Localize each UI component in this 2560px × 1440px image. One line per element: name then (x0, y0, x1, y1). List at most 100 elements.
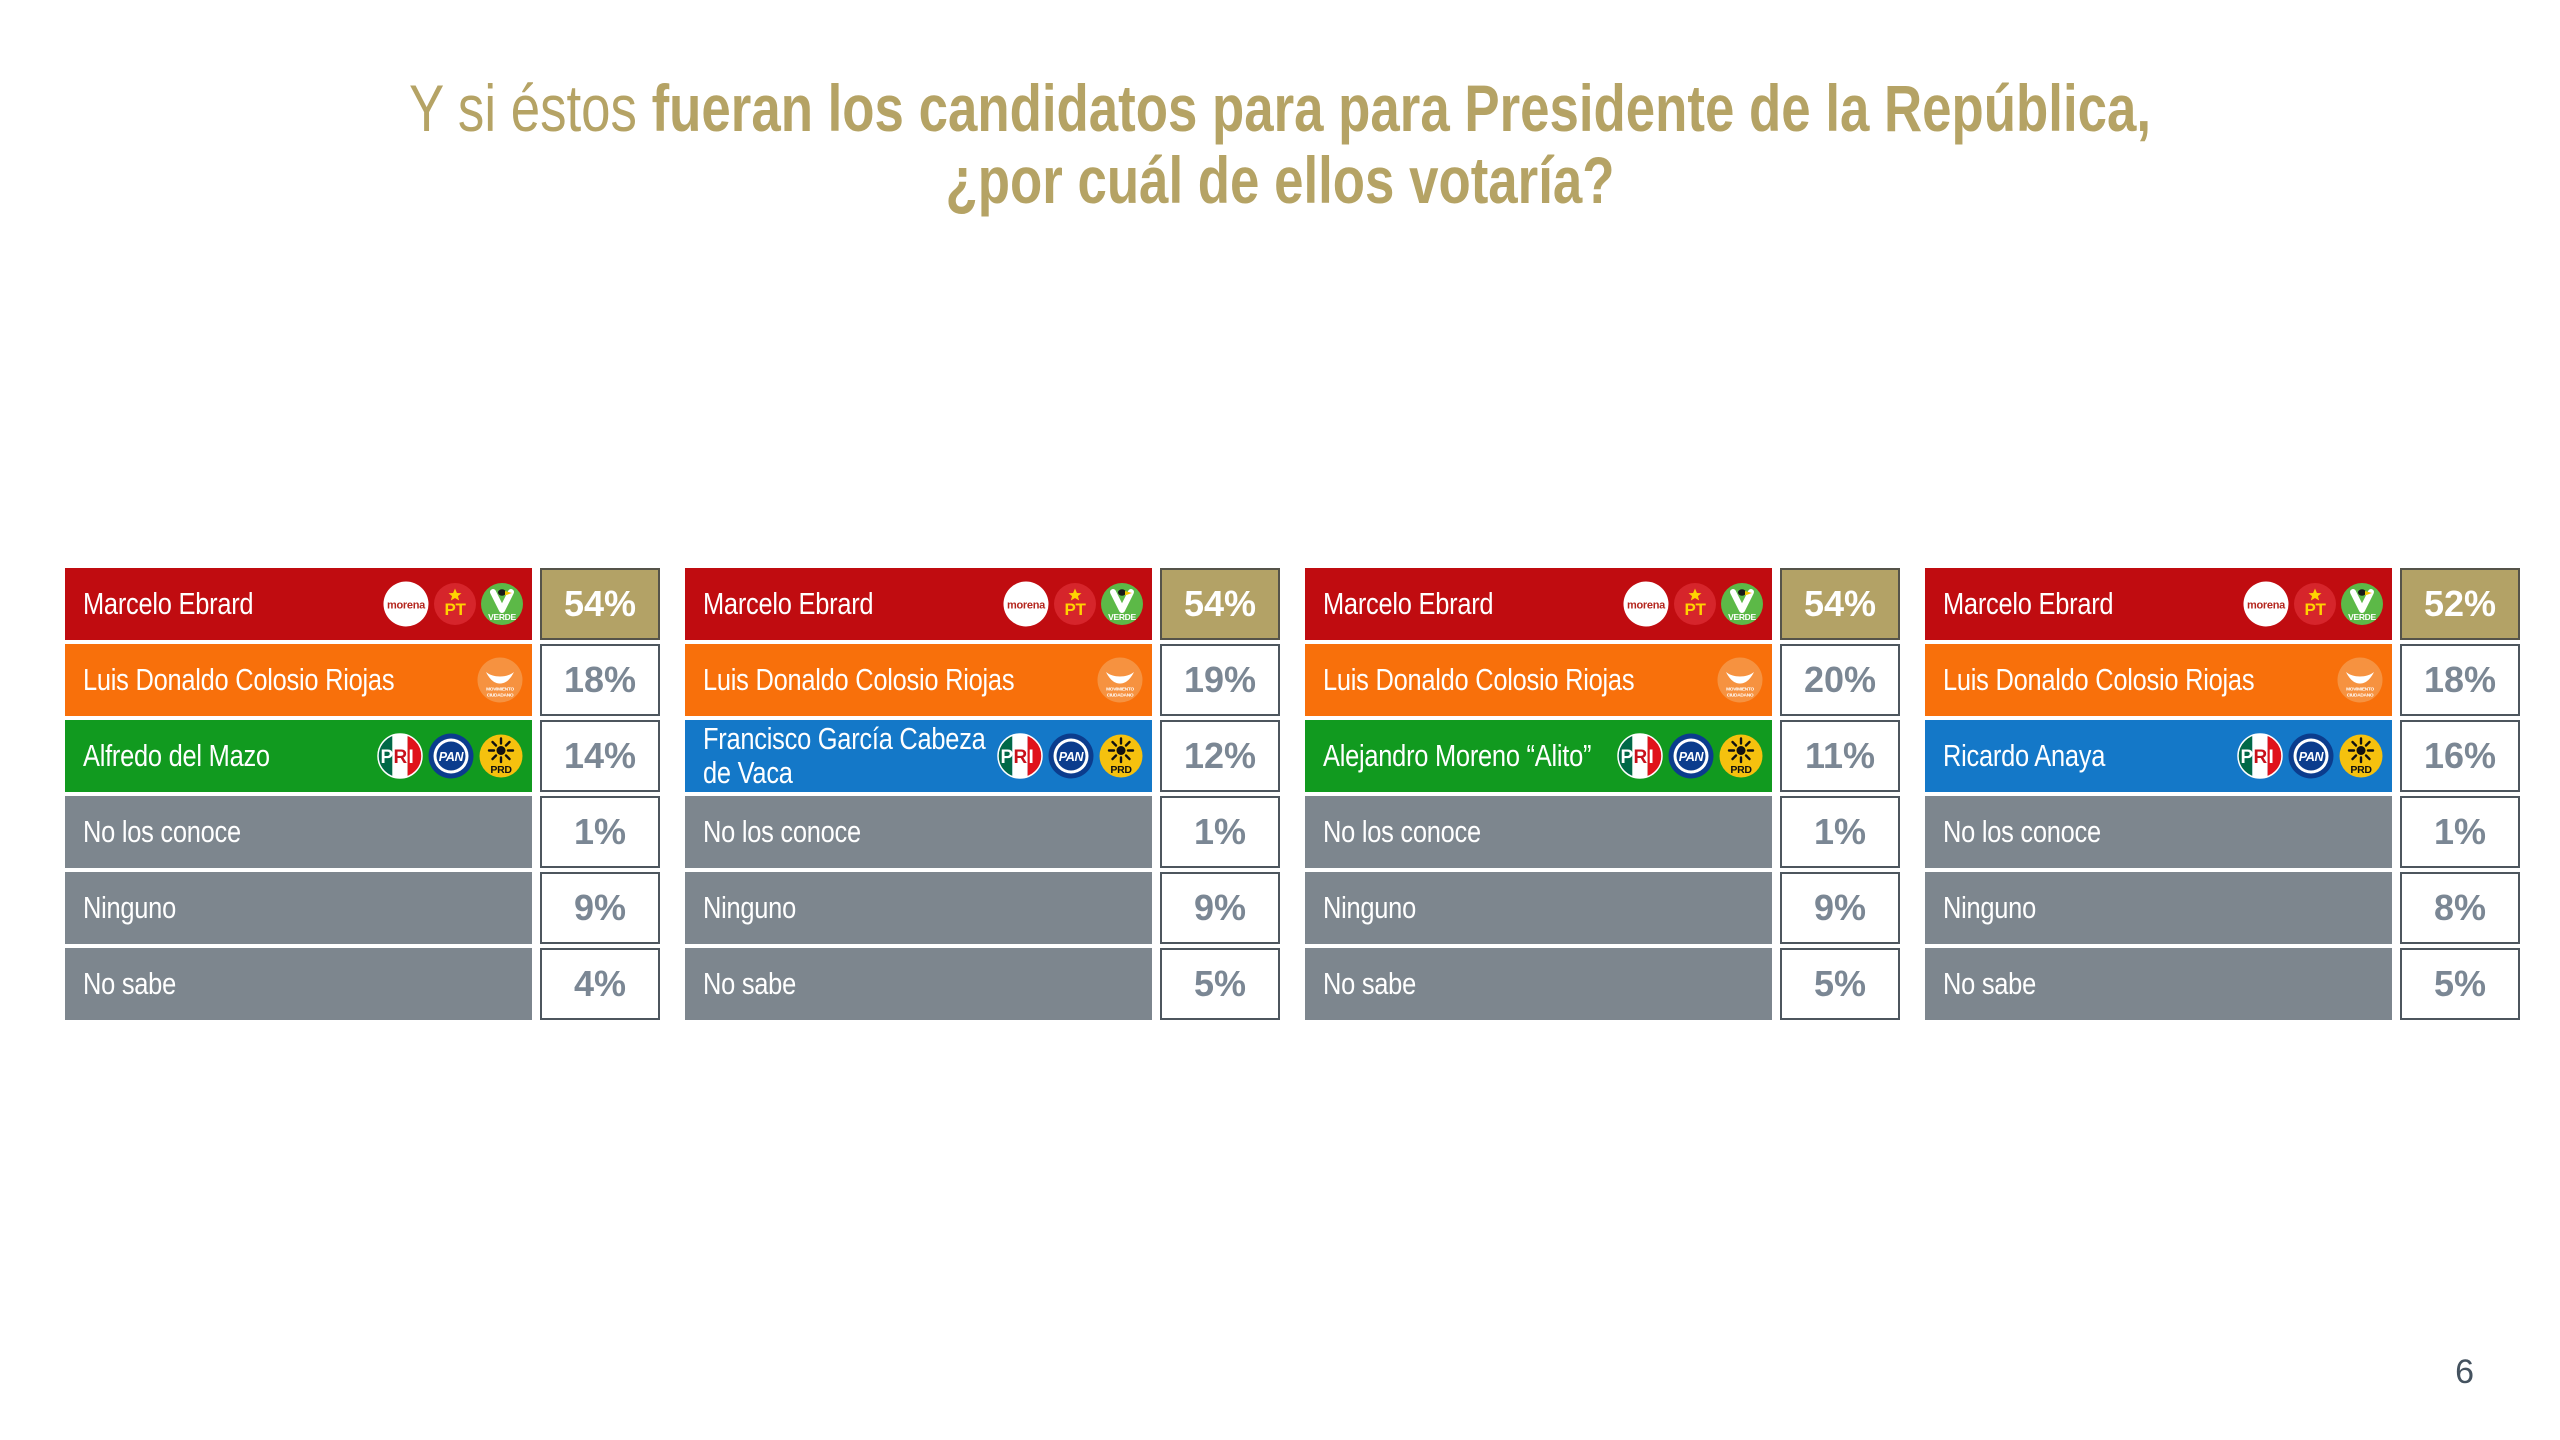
svg-text:I: I (409, 747, 414, 768)
svg-text:VERDE: VERDE (1108, 612, 1136, 622)
candidate-cell: No los conoce (1305, 796, 1772, 868)
verde-logo-icon: VERDE (2341, 583, 2383, 625)
svg-text:PT: PT (2304, 600, 2326, 619)
percent-cell: 9% (540, 872, 660, 944)
percent-cell: 52% (2400, 568, 2520, 640)
percent-cell: 18% (2400, 644, 2520, 716)
percent-cell: 18% (540, 644, 660, 716)
pan-logo-icon: PAN (2288, 733, 2334, 779)
candidate-cell: Ninguno (1925, 872, 2392, 944)
table-row: Ninguno 9% (65, 872, 660, 944)
table-row: Ninguno 9% (685, 872, 1280, 944)
candidate-cell: Luis Donaldo Colosio Riojas MOVIMIENTO CIU… (1925, 644, 2392, 716)
party-logos: MOVIMIENTO CIUDADANO (2337, 657, 2383, 703)
candidate-label: Ninguno (1323, 890, 1416, 925)
title-prefix: Y si éstos (408, 71, 652, 145)
percent-cell: 12% (1160, 720, 1280, 792)
candidate-cell: Luis Donaldo Colosio Riojas MOVIMIENTO CIU… (685, 644, 1152, 716)
party-logos: P R I PAN PRD (2237, 733, 2383, 779)
candidate-label: Ninguno (703, 890, 796, 925)
party-logos: morena PT VERDE (2243, 581, 2383, 627)
verde-logo-icon: VERDE (1721, 583, 1763, 625)
page-number: 6 (2455, 1353, 2474, 1391)
verde-logo-icon: VERDE (1101, 583, 1143, 625)
percent-cell: 1% (540, 796, 660, 868)
svg-text:R: R (2254, 747, 2268, 768)
candidate-label: Luis Donaldo Colosio Riojas (703, 662, 1015, 697)
svg-text:morena: morena (1007, 600, 1046, 612)
candidate-cell: Marcelo Ebrard morena PT VERDE (1305, 568, 1772, 640)
svg-text:I: I (1029, 747, 1034, 768)
svg-text:PRD: PRD (1730, 764, 1752, 776)
candidate-cell: No sabe (65, 948, 532, 1020)
candidate-label: No sabe (1323, 966, 1416, 1001)
candidate-label: Alfredo del Mazo (83, 738, 270, 773)
morena-logo-icon: morena (2243, 581, 2289, 627)
candidate-cell: Alfredo del Mazo P R I PAN PRD (65, 720, 532, 792)
svg-text:CIUDADANO: CIUDADANO (487, 693, 514, 699)
candidate-cell: Luis Donaldo Colosio Riojas MOVIMIENTO CIU… (65, 644, 532, 716)
candidate-cell: Marcelo Ebrard morena PT VERDE (65, 568, 532, 640)
candidate-label: No los conoce (83, 814, 241, 849)
svg-text:R: R (1014, 747, 1028, 768)
pan-logo-icon: PAN (1048, 733, 1094, 779)
candidate-cell: No los conoce (65, 796, 532, 868)
candidate-label: Ninguno (83, 890, 176, 925)
table-row: Marcelo Ebrard morena PT VERDE 52% (1925, 568, 2520, 640)
table-row: No sabe 5% (1925, 948, 2520, 1020)
mc-logo-icon: MOVIMIENTO CIUDADANO (1097, 657, 1143, 703)
percent-cell: 20% (1780, 644, 1900, 716)
svg-text:MOVIMIENTO: MOVIMIENTO (1726, 687, 1754, 693)
poll-table-4: Marcelo Ebrard morena PT VERDE 52% Luis Donal… (1925, 568, 2520, 1020)
prd-logo-icon: PRD (2339, 734, 2383, 778)
svg-text:P: P (1621, 747, 1634, 768)
table-row: No sabe 4% (65, 948, 660, 1020)
candidate-cell: No sabe (685, 948, 1152, 1020)
candidate-label: Luis Donaldo Colosio Riojas (1943, 662, 2255, 697)
party-logos: MOVIMIENTO CIUDADANO (1097, 657, 1143, 703)
candidate-label: Marcelo Ebrard (703, 586, 874, 621)
percent-cell: 5% (1780, 948, 1900, 1020)
svg-text:PAN: PAN (1679, 750, 1705, 764)
candidate-label: Marcelo Ebrard (83, 586, 254, 621)
percent-cell: 4% (540, 948, 660, 1020)
svg-text:P: P (381, 747, 394, 768)
candidate-label: No sabe (83, 966, 176, 1001)
svg-text:morena: morena (2247, 600, 2286, 612)
party-logos: MOVIMIENTO CIUDADANO (1717, 657, 1763, 703)
percent-cell: 54% (1160, 568, 1280, 640)
poll-table-1: Marcelo Ebrard morena PT VERDE 54% Luis Donal… (65, 568, 660, 1020)
mc-logo-icon: MOVIMIENTO CIUDADANO (477, 657, 523, 703)
morena-logo-icon: morena (1003, 581, 1049, 627)
svg-text:MOVIMIENTO: MOVIMIENTO (1106, 687, 1134, 693)
candidate-label: No los conoce (1323, 814, 1481, 849)
candidate-label: Francisco García Cabeza de Vaca (703, 721, 986, 790)
percent-cell: 54% (540, 568, 660, 640)
table-row: No los conoce 1% (685, 796, 1280, 868)
candidate-label: No los conoce (703, 814, 861, 849)
percent-cell: 5% (2400, 948, 2520, 1020)
svg-text:VERDE: VERDE (1728, 612, 1756, 622)
party-logos: P R I PAN PRD (997, 733, 1143, 779)
svg-text:R: R (394, 747, 408, 768)
candidate-cell: Ninguno (685, 872, 1152, 944)
mc-logo-icon: MOVIMIENTO CIUDADANO (2337, 657, 2383, 703)
svg-text:PAN: PAN (2299, 750, 2325, 764)
candidate-cell: Ninguno (65, 872, 532, 944)
prd-logo-icon: PRD (1719, 734, 1763, 778)
percent-cell: 9% (1780, 872, 1900, 944)
svg-text:CIUDADANO: CIUDADANO (2347, 693, 2374, 699)
percent-cell: 14% (540, 720, 660, 792)
percent-cell: 8% (2400, 872, 2520, 944)
title-line-1: Y si éstos fueran los candidatos para pa… (256, 72, 2304, 144)
svg-text:R: R (1634, 747, 1648, 768)
mc-logo-icon: MOVIMIENTO CIUDADANO (1717, 657, 1763, 703)
poll-table-3: Marcelo Ebrard morena PT VERDE 54% Luis Donal… (1305, 568, 1900, 1020)
svg-text:PT: PT (1684, 600, 1706, 619)
candidate-label: Alejandro Moreno “Alito” (1323, 738, 1592, 773)
percent-cell: 19% (1160, 644, 1280, 716)
table-row: No los conoce 1% (1925, 796, 2520, 868)
svg-text:I: I (1649, 747, 1654, 768)
poll-table-2: Marcelo Ebrard morena PT VERDE 54% Luis Donal… (685, 568, 1280, 1020)
